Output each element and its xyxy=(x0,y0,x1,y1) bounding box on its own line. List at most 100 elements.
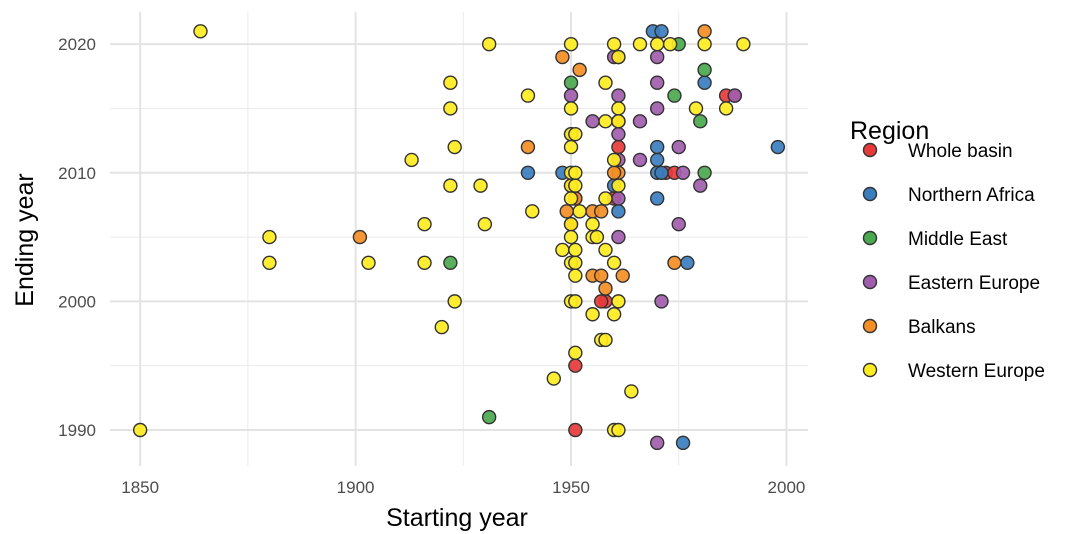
point-middle-east xyxy=(481,409,497,425)
point-middle-east xyxy=(667,88,682,103)
x-axis-title: Starting year xyxy=(386,504,528,532)
y-axis-title: Ending year xyxy=(11,173,39,306)
point-balkans xyxy=(572,62,587,78)
point-western-europe xyxy=(447,139,462,155)
point-western-europe xyxy=(563,101,579,116)
point-western-europe xyxy=(568,126,583,142)
point-eastern-europe xyxy=(649,49,665,65)
point-western-europe xyxy=(662,36,678,52)
point-western-europe xyxy=(193,24,208,39)
point-eastern-europe xyxy=(649,75,665,90)
point-western-europe xyxy=(546,371,561,386)
point-eastern-europe xyxy=(632,152,648,168)
point-western-europe xyxy=(606,152,622,168)
point-western-europe xyxy=(568,242,583,258)
point-balkans xyxy=(606,165,622,180)
x-axis-tick-labels: 1850 1900 1950 2000 xyxy=(121,478,805,497)
point-western-europe xyxy=(262,255,277,270)
point-western-europe xyxy=(443,178,458,193)
point-eastern-europe xyxy=(727,88,742,103)
point-western-europe xyxy=(611,114,626,129)
point-whole-basin xyxy=(568,358,583,373)
point-western-europe xyxy=(404,152,419,168)
point-northern-africa xyxy=(654,165,669,180)
point-western-europe xyxy=(361,255,376,270)
point-western-europe xyxy=(606,255,622,270)
data-points xyxy=(132,24,786,451)
point-balkans xyxy=(697,24,712,39)
point-western-europe xyxy=(632,36,648,52)
legend-label-middle-east: Middle East xyxy=(908,229,1008,250)
y-tick-label: 1990 xyxy=(58,421,96,440)
point-northern-africa xyxy=(649,152,665,168)
point-western-europe xyxy=(611,101,626,116)
legend-key-middle-east xyxy=(862,230,878,246)
point-western-europe xyxy=(624,384,639,399)
point-northern-africa xyxy=(649,191,665,206)
point-western-europe xyxy=(572,204,587,219)
point-western-europe xyxy=(606,307,622,322)
legend-label-balkans: Balkans xyxy=(908,317,976,338)
point-western-europe xyxy=(443,101,458,116)
x-tick-label: 1850 xyxy=(121,478,159,497)
point-western-europe xyxy=(481,36,497,52)
point-middle-east xyxy=(693,114,708,129)
y-tick-label: 2020 xyxy=(58,35,96,54)
point-balkans xyxy=(593,268,609,283)
point-whole-basin xyxy=(611,139,626,155)
point-western-europe xyxy=(563,217,579,232)
point-eastern-europe xyxy=(675,165,691,180)
point-balkans xyxy=(555,49,570,65)
point-western-europe xyxy=(447,294,462,309)
point-middle-east xyxy=(697,165,712,180)
point-western-europe xyxy=(568,294,583,309)
point-balkans xyxy=(520,139,536,155)
point-northern-africa xyxy=(697,75,712,90)
point-eastern-europe xyxy=(649,435,665,451)
point-western-europe xyxy=(585,217,600,232)
point-middle-east xyxy=(563,75,579,90)
legend: Region Whole basin Northern Africa Middle … xyxy=(850,117,1045,382)
point-eastern-europe xyxy=(585,114,600,129)
point-eastern-europe xyxy=(611,229,626,245)
point-western-europe xyxy=(585,307,600,322)
point-western-europe xyxy=(598,75,613,90)
point-western-europe xyxy=(568,255,583,270)
point-eastern-europe xyxy=(611,126,626,142)
point-western-europe xyxy=(589,229,605,245)
point-western-europe xyxy=(688,101,704,116)
point-western-europe xyxy=(736,36,751,52)
point-western-europe xyxy=(563,36,579,52)
point-balkans xyxy=(593,204,609,219)
point-eastern-europe xyxy=(611,88,626,103)
x-tick-label: 2000 xyxy=(768,478,806,497)
point-northern-africa xyxy=(654,24,669,39)
point-western-europe xyxy=(563,191,579,206)
point-northern-africa xyxy=(649,139,665,155)
point-whole-basin xyxy=(593,294,609,309)
point-western-europe xyxy=(598,242,613,258)
point-western-europe xyxy=(611,294,626,309)
point-middle-east xyxy=(697,62,712,78)
point-western-europe xyxy=(525,204,540,219)
point-western-europe xyxy=(718,101,734,116)
point-western-europe xyxy=(611,178,626,193)
point-balkans xyxy=(615,268,630,283)
legend-label-western-europe: Western Europe xyxy=(908,361,1045,382)
point-western-europe xyxy=(649,36,665,52)
point-northern-africa xyxy=(680,255,695,270)
point-middle-east xyxy=(443,255,458,270)
legend-label-whole-basin: Whole basin xyxy=(908,141,1013,162)
point-eastern-europe xyxy=(693,178,708,193)
minor-gridlines xyxy=(110,12,808,466)
point-eastern-europe xyxy=(671,139,686,155)
point-western-europe xyxy=(598,332,613,348)
point-northern-africa xyxy=(520,165,536,180)
legend-label-northern-africa: Northern Africa xyxy=(908,185,1035,206)
point-northern-africa xyxy=(675,435,691,451)
point-balkans xyxy=(598,281,613,296)
legend-key-western-europe xyxy=(862,362,878,378)
y-axis-tick-labels: 1990 2000 2010 2020 xyxy=(58,35,96,440)
y-tick-label: 2000 xyxy=(58,292,96,311)
